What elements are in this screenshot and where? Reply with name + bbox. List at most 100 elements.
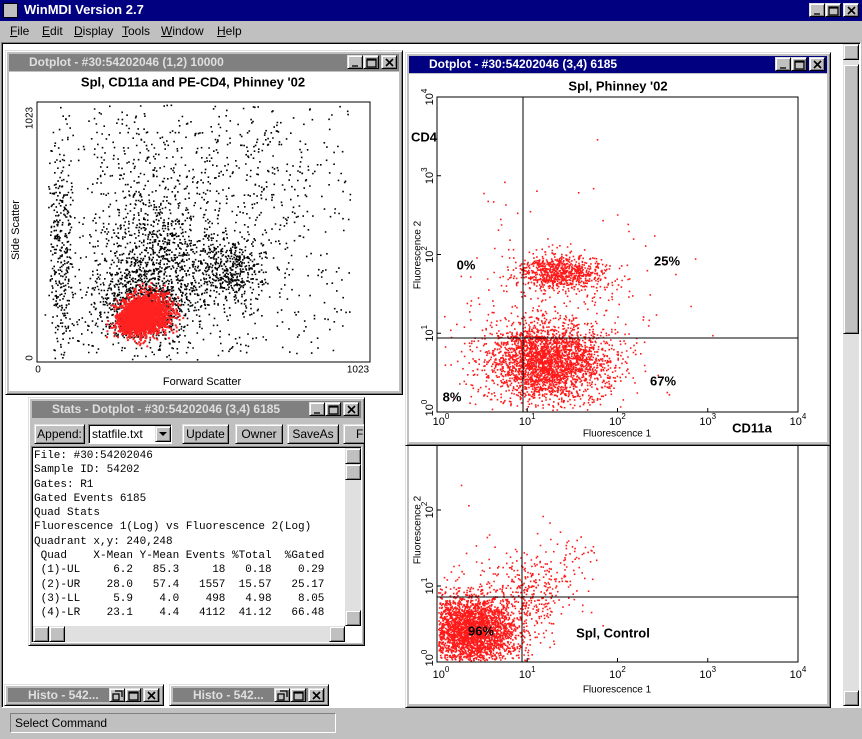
scroll-right[interactable] bbox=[329, 626, 345, 642]
tick-base: 10 bbox=[424, 404, 436, 416]
scroll-up[interactable] bbox=[843, 44, 859, 60]
log-tick-label: 101 bbox=[519, 665, 536, 681]
window-max-button[interactable] bbox=[363, 55, 379, 69]
stats-cell: 8.05 bbox=[298, 592, 325, 605]
glyph bbox=[813, 60, 822, 69]
dotplot-window: Dotplot - #30:54202046 (1,2) 10000 bbox=[5, 50, 403, 395]
axis-max-label: 1023 bbox=[347, 365, 370, 376]
glyph bbox=[847, 6, 856, 15]
menu-item[interactable]: Tools bbox=[122, 24, 151, 38]
menu-item[interactable]: Display bbox=[74, 24, 114, 38]
scroll-up[interactable] bbox=[345, 448, 361, 464]
window-max-button[interactable] bbox=[325, 402, 341, 416]
menu-item[interactable]: Window bbox=[161, 24, 204, 38]
event-dots bbox=[106, 281, 185, 348]
window-close-button[interactable] bbox=[809, 57, 825, 71]
log-tick-label: 101 bbox=[420, 324, 436, 341]
stats-vscroll[interactable] bbox=[345, 448, 361, 626]
window-min-button[interactable] bbox=[775, 57, 791, 71]
more-button[interactable]: F bbox=[343, 424, 364, 444]
scroll-down[interactable] bbox=[843, 690, 859, 706]
tick-base: 10 bbox=[519, 669, 531, 681]
window-title: Dotplot - #30:54202046 (3,4) 6185 bbox=[429, 57, 618, 71]
log-tick-label: 102 bbox=[609, 665, 626, 681]
stats-text-frame bbox=[31, 446, 362, 643]
button-icon bbox=[328, 405, 339, 415]
window-max-button[interactable] bbox=[125, 688, 141, 702]
log-tick-label: 100 bbox=[433, 665, 450, 681]
button-icon bbox=[813, 60, 822, 69]
window-close-button[interactable] bbox=[843, 3, 859, 17]
stats-cell: 18 bbox=[212, 564, 226, 577]
x-marker: CD11a bbox=[732, 420, 773, 435]
y-axis-label: Side Scatter bbox=[10, 200, 22, 260]
minimized-window[interactable]: Histo - 542... bbox=[169, 684, 329, 706]
tick-exponent: 3 bbox=[420, 167, 429, 172]
y-axis-label: Fluorescence 2 bbox=[413, 495, 424, 564]
log-tick-label: 101 bbox=[420, 577, 436, 594]
window-restore-button[interactable] bbox=[274, 688, 290, 702]
glyph bbox=[293, 691, 304, 701]
scroll-thumb[interactable] bbox=[345, 464, 361, 480]
stats-cell: 4112 bbox=[199, 607, 226, 620]
stats-hscroll[interactable] bbox=[33, 626, 345, 642]
scroll-thumb[interactable] bbox=[49, 626, 65, 642]
status-text: Select Command bbox=[15, 716, 108, 730]
menu-bar: File Edit Display Tools Window Help bbox=[0, 21, 862, 41]
window-min-button[interactable] bbox=[309, 402, 325, 416]
menu-item[interactable]: Edit bbox=[42, 24, 63, 38]
owner-button[interactable]: Owner bbox=[235, 424, 283, 444]
vertical-scrollbar[interactable] bbox=[843, 44, 859, 706]
combo-arrow[interactable] bbox=[155, 426, 171, 442]
tick-base: 10 bbox=[790, 669, 802, 681]
plot-annotation: Spl, Control bbox=[576, 625, 650, 640]
window-close-button[interactable] bbox=[143, 688, 159, 702]
window-close-button[interactable] bbox=[381, 55, 397, 69]
window-min-button[interactable] bbox=[809, 3, 825, 17]
minimized-window[interactable]: Histo - 542... bbox=[4, 684, 164, 706]
button-icon bbox=[385, 58, 394, 67]
menu-item[interactable]: Help bbox=[217, 24, 242, 38]
window-min-button[interactable] bbox=[347, 55, 363, 69]
stats-cell: 23.1 bbox=[106, 607, 133, 620]
append-button[interactable]: Append: bbox=[34, 424, 85, 444]
tick-exponent: 0 bbox=[420, 649, 429, 654]
arrow-icon bbox=[159, 432, 167, 436]
x-axis-label: Fluorescence 1 bbox=[583, 685, 652, 696]
stats-cell: %Gated bbox=[284, 550, 325, 563]
stats-row: (4)-LR 23.1 4.4 4112 41.12 66.48 bbox=[34, 606, 344, 620]
button-icon bbox=[366, 58, 377, 68]
event-dots bbox=[438, 484, 604, 662]
window-max-button[interactable] bbox=[825, 3, 841, 17]
log-tick-label: 102 bbox=[420, 501, 436, 518]
scroll-down[interactable] bbox=[345, 610, 361, 626]
button-icon bbox=[347, 405, 356, 414]
button-icon bbox=[814, 13, 820, 15]
y-axis-label: Fluorescence 2 bbox=[413, 220, 424, 289]
scroll-left[interactable] bbox=[33, 626, 49, 642]
saveas-button[interactable]: SaveAs bbox=[287, 424, 339, 444]
stats-cell: (1)-UL bbox=[40, 564, 81, 577]
stats-cell: X-Mean bbox=[93, 550, 133, 563]
button-icon bbox=[314, 412, 320, 414]
glyph bbox=[112, 690, 123, 701]
window-max-button[interactable] bbox=[290, 688, 306, 702]
tick-base: 10 bbox=[433, 669, 445, 681]
tick-base: 10 bbox=[424, 582, 436, 594]
file-combo[interactable]: statfile.txt bbox=[88, 424, 172, 444]
axis-max-label: 1023 bbox=[25, 106, 36, 129]
glyph bbox=[328, 405, 339, 415]
window-restore-button[interactable] bbox=[109, 688, 125, 702]
window-close-button[interactable] bbox=[343, 402, 359, 416]
log-tick-label: 101 bbox=[519, 412, 536, 428]
window-max-button[interactable] bbox=[791, 57, 807, 71]
tick-exponent: 4 bbox=[420, 88, 429, 93]
menu-item[interactable]: File bbox=[10, 24, 30, 38]
scroll-thumb[interactable] bbox=[843, 64, 859, 334]
stats-line: Fluorescence 1(Log) vs Fluorescence 2(Lo… bbox=[34, 521, 312, 534]
log-tick-label: 104 bbox=[790, 665, 807, 681]
window-close-button[interactable] bbox=[308, 688, 324, 702]
stats-cell: 57.4 bbox=[152, 578, 180, 591]
update-button[interactable]: Update bbox=[182, 424, 229, 444]
